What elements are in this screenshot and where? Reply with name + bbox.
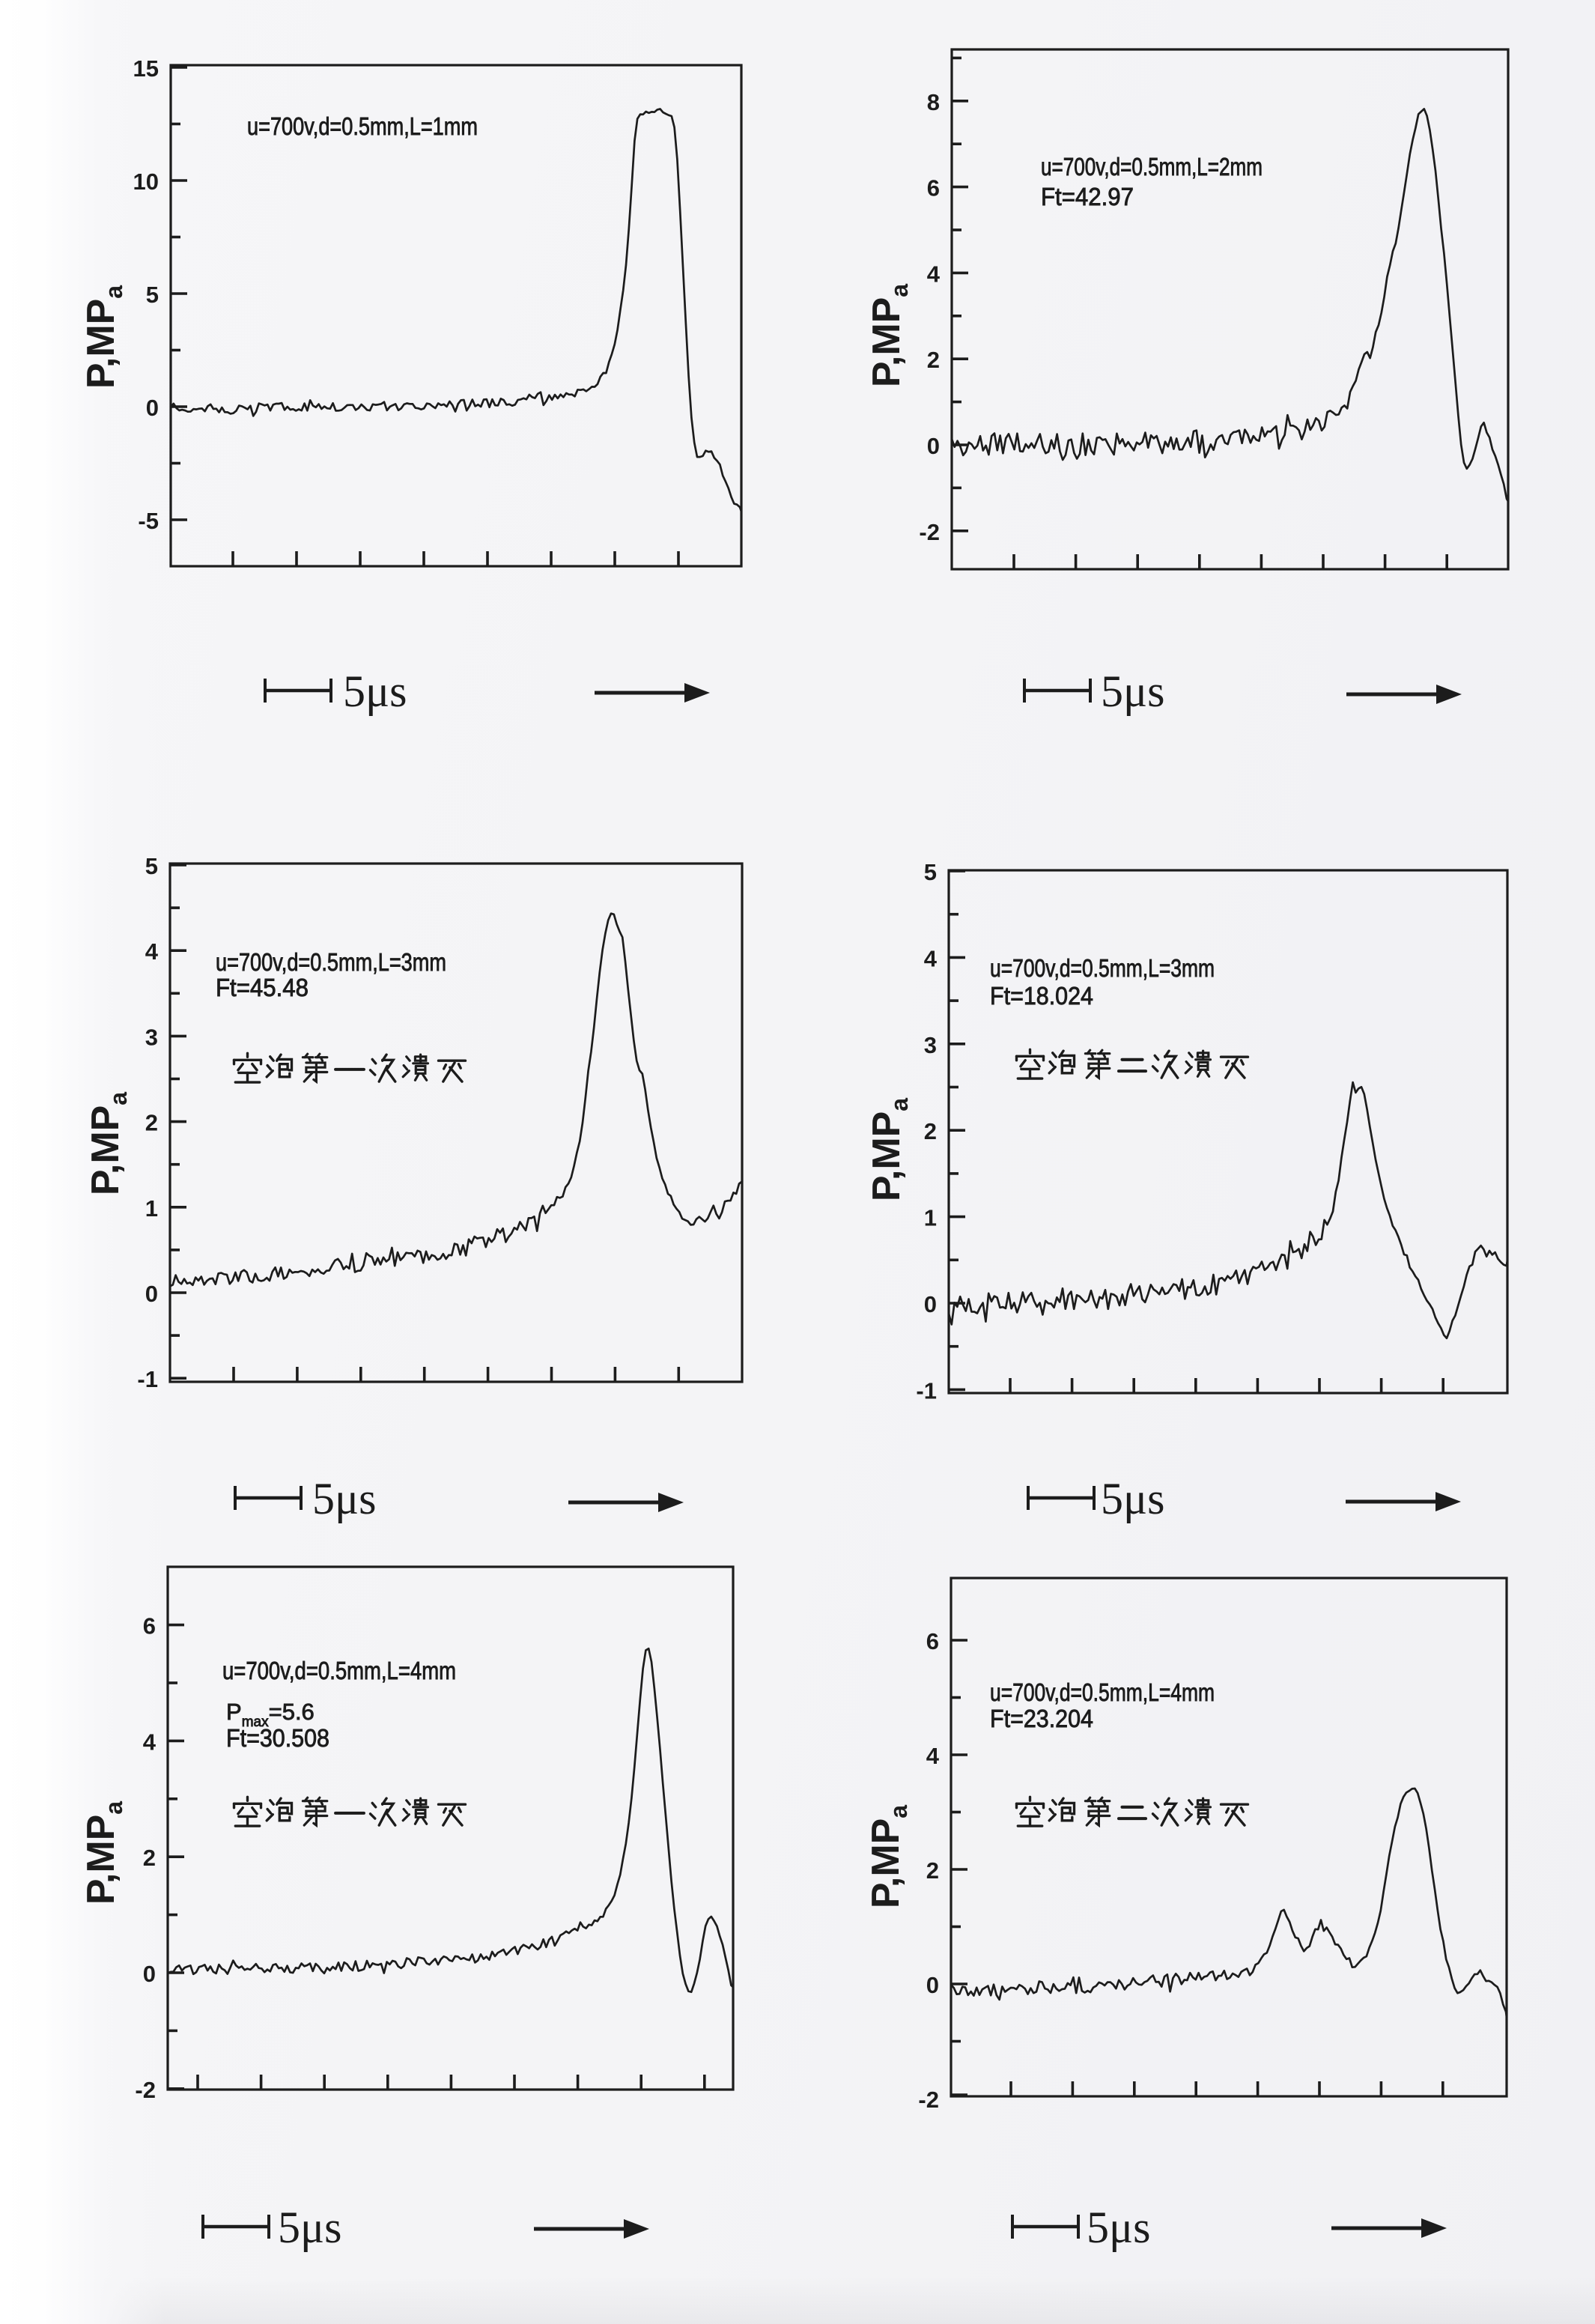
svg-text:5μs: 5μs bbox=[1087, 2203, 1151, 2252]
svg-text:2: 2 bbox=[145, 1110, 158, 1136]
svg-text:5μs: 5μs bbox=[343, 667, 407, 716]
svg-text:-1: -1 bbox=[916, 1377, 937, 1404]
svg-text:-5: -5 bbox=[138, 508, 159, 534]
svg-text:u=700v,d=0.5mm,L=1mm: u=700v,d=0.5mm,L=1mm bbox=[247, 112, 478, 140]
svg-text:P,MPa: P,MPa bbox=[864, 1805, 912, 1908]
svg-text:5: 5 bbox=[924, 859, 937, 885]
svg-text:6: 6 bbox=[926, 1628, 939, 1654]
svg-text:0: 0 bbox=[146, 395, 159, 421]
svg-text:5: 5 bbox=[145, 853, 158, 879]
svg-text:0: 0 bbox=[145, 1281, 158, 1307]
svg-text:u=700v,d=0.5mm,L=4mm: u=700v,d=0.5mm,L=4mm bbox=[222, 1657, 456, 1684]
svg-text:P,MPa: P,MPa bbox=[79, 1801, 127, 1905]
svg-text:P,MPa: P,MPa bbox=[865, 284, 913, 387]
svg-text:6: 6 bbox=[927, 175, 940, 201]
svg-text:u=700v,d=0.5mm,L=3mm: u=700v,d=0.5mm,L=3mm bbox=[216, 948, 446, 976]
svg-text:P,MPa: P,MPa bbox=[865, 1098, 913, 1201]
svg-text:1: 1 bbox=[924, 1205, 937, 1231]
svg-text:10: 10 bbox=[133, 169, 159, 195]
svg-text:Ft=30.508: Ft=30.508 bbox=[226, 1724, 329, 1752]
svg-text:5μs: 5μs bbox=[1101, 1474, 1165, 1523]
svg-text:4: 4 bbox=[143, 1729, 157, 1755]
svg-text:3: 3 bbox=[924, 1032, 937, 1058]
svg-text:Ft=45.48: Ft=45.48 bbox=[216, 974, 309, 1001]
svg-text:u=700v,d=0.5mm,L=3mm: u=700v,d=0.5mm,L=3mm bbox=[990, 954, 1215, 982]
svg-text:8: 8 bbox=[927, 89, 940, 115]
svg-text:Ft=18.024: Ft=18.024 bbox=[990, 982, 1093, 1010]
svg-text:4: 4 bbox=[145, 938, 159, 965]
svg-text:6: 6 bbox=[143, 1613, 156, 1639]
svg-text:4: 4 bbox=[926, 1743, 940, 1769]
svg-text:-1: -1 bbox=[137, 1366, 158, 1392]
svg-text:2: 2 bbox=[143, 1845, 156, 1871]
svg-text:4: 4 bbox=[927, 261, 941, 287]
svg-text:2: 2 bbox=[927, 347, 940, 373]
svg-text:0: 0 bbox=[926, 1972, 939, 1998]
svg-text:-2: -2 bbox=[919, 519, 940, 545]
svg-text:5μs: 5μs bbox=[1101, 667, 1165, 716]
svg-text:P,MPa: P,MPa bbox=[79, 285, 127, 389]
svg-text:5: 5 bbox=[146, 282, 159, 308]
svg-text:0: 0 bbox=[924, 1291, 937, 1317]
svg-text:Ft=23.204: Ft=23.204 bbox=[990, 1705, 1093, 1732]
svg-text:1: 1 bbox=[145, 1195, 158, 1222]
svg-text:-2: -2 bbox=[918, 2087, 939, 2113]
svg-text:u=700v,d=0.5mm,L=2mm: u=700v,d=0.5mm,L=2mm bbox=[1041, 153, 1263, 180]
svg-text:u=700v,d=0.5mm,L=4mm: u=700v,d=0.5mm,L=4mm bbox=[990, 1678, 1215, 1706]
svg-text:5μs: 5μs bbox=[278, 2203, 342, 2252]
svg-text:5μs: 5μs bbox=[312, 1474, 377, 1523]
svg-text:3: 3 bbox=[145, 1024, 158, 1050]
svg-text:0: 0 bbox=[143, 1961, 156, 1987]
svg-text:0: 0 bbox=[927, 433, 940, 459]
svg-text:Ft=42.97: Ft=42.97 bbox=[1041, 183, 1134, 210]
svg-text:-2: -2 bbox=[135, 2077, 156, 2103]
svg-text:4: 4 bbox=[924, 945, 938, 971]
svg-text:15: 15 bbox=[133, 55, 159, 82]
svg-text:2: 2 bbox=[926, 1857, 939, 1884]
svg-text:P,MPa: P,MPa bbox=[84, 1092, 132, 1195]
svg-text:2: 2 bbox=[924, 1118, 937, 1144]
